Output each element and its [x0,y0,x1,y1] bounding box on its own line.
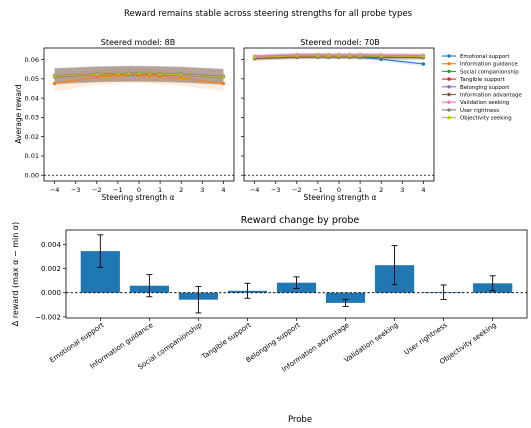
figure-suptitle: Reward remains stable across steering st… [124,9,413,19]
legend-marker-social-companionship [447,69,451,74]
chart3-xtick-label-validation-seeking: Validation seeking [343,321,400,364]
line-chart-8b: −4 −3 −2 −1 0 1 2 3 4 0.00 0.01 0.02 0.03 0.04 0.05 0.0… [14,38,235,202]
chart2-point-emotional-support-8 [421,62,426,66]
line-chart-70b: −4 −3 −2 −1 0 1 2 3 4 Steered model: 70B Steerin… [241,38,435,202]
chart2-xtick-label: 4 [421,186,425,194]
chart1-ytick-label: 0.04 [25,94,39,102]
legend-marker-belonging-support [447,85,451,89]
chart3-xtick-label-user-rightness: User rightness [403,321,449,357]
chart3-ytick-label: 0.002 [41,265,61,273]
chart2-xtick-label: 3 [400,186,404,194]
chart2-point-objectivity-seeking-1 [295,54,299,58]
chart2-xtick-label: −3 [271,186,281,194]
legend-label-social-companionship: Social companionship [460,69,519,75]
chart1-point-information-guidance-0 [52,81,57,86]
chart1-ytick-label: 0.02 [25,133,39,141]
chart3-bars-layer [80,234,513,314]
chart1-ytick-label: 0.05 [25,75,39,83]
legend-marker-information-guidance [447,62,451,66]
legend-label-information-advantage: Information advantage [460,93,522,99]
chart2-axes-layer: −4 −3 −2 −1 0 1 2 3 4 [241,47,435,194]
chart1-point-objectivity-seeking-1 [95,72,99,77]
chart1-xtick-label: 4 [221,186,225,194]
chart1-xtick-label: −4 [50,186,60,194]
legend-label-belonging-support: Belonging support [460,85,509,91]
chart1-xtick-label: 0 [137,186,141,194]
chart3-xlabel: Probe [288,415,312,425]
chart2-point-objectivity-seeking-4 [337,54,341,58]
chart2-point-objectivity-seeking-0 [252,55,257,60]
chart2-xtick-label: −2 [292,186,302,194]
chart1-point-information-guidance-7 [179,76,183,80]
chart2-point-objectivity-seeking-3 [326,54,331,58]
legend-marker-tangible-support [447,77,451,81]
legend-marker-validation-seeking [447,100,451,104]
chart2-xtick-label: −1 [313,186,323,194]
legend-marker-objectivity-seeking [447,115,451,120]
chart1-title: Steered model: 8B [101,38,175,47]
legend-marker-emotional-support [447,54,451,58]
chart2-point-objectivity-seeking-6 [358,54,362,58]
chart2-xtick-label: 0 [337,186,341,194]
legend-label-emotional-support: Emotional support [460,54,510,60]
legend-label-objectivity-seeking: Objectivity seeking [460,116,512,122]
chart1-point-objectivity-seeking-6 [158,72,162,76]
chart3-title: Reward change by probe [241,215,360,226]
chart1-point-objectivity-seeking-3 [126,72,131,76]
chart1-xtick-label: 1 [158,186,162,194]
chart1-xtick-label: 2 [179,186,183,194]
legend-marker-user-rightness [447,108,451,112]
legend-label-information-guidance: Information guidance [460,62,518,68]
chart1-point-objectivity-seeking-5 [147,72,152,76]
chart1-xtick-label: 3 [200,186,204,194]
chart3-frame [65,229,528,319]
chart2-xtick-label: 1 [358,186,362,194]
legend-label-validation-seeking: Validation seeking [460,100,509,106]
legend-label-user-rightness: User rightness [460,108,499,114]
chart1-xlabel: Steering strength α [102,193,175,202]
chart2-xtick-label: −4 [250,186,260,194]
chart1-point-information-guidance-8 [221,81,226,86]
bar-information-advantage [325,292,366,303]
chart1-ytick-label: 0.03 [25,114,39,122]
chart1-xtick-label: −1 [113,186,123,194]
chart2-title: Steered model: 70B [300,38,380,47]
chart1-ylabel: Average reward [14,84,23,143]
chart1-xtick-label: −3 [71,186,81,194]
chart1-ytick-label: 0.06 [25,56,39,64]
chart2-xtick-label: 2 [379,186,383,194]
legend-label-tangible-support: Tangible support [459,77,505,83]
chart2-frame [243,47,435,182]
chart3-ytick-label: 0.004 [41,241,62,249]
chart1-axes-layer: −4 −3 −2 −1 0 1 2 3 4 0.00 0.01 0.02 0.03 0.04 0.05 0.0… [25,47,235,194]
chart2-point-objectivity-seeking-7 [379,54,383,58]
chart2-point-objectivity-seeking-5 [347,54,352,58]
chart1-series-layer [52,65,226,92]
chart3-xtick-label-tangible-support: Tangible support [200,321,253,362]
legend-marker-information-advantage [447,92,451,97]
chart3-ylabel: Δ reward (max α − min α) [11,222,20,326]
chart2-point-objectivity-seeking-2 [316,54,320,58]
chart1-ytick-label: 0.01 [25,152,39,160]
chart1-point-objectivity-seeking-4 [137,72,141,76]
chart1-point-objectivity-seeking-7 [179,73,183,77]
chart1-ytick-label: 0.00 [25,172,39,180]
chart3-ytick-label: 0.000 [41,289,61,297]
chart2-series-layer [252,52,426,67]
chart1-point-objectivity-seeking-0 [52,74,57,78]
chart2-xlabel: Steering strength α [304,193,377,202]
chart3-ytick-label: −0.002 [35,313,61,321]
legend: Emotional support Information guidanceSoc… [442,54,522,122]
chart1-point-objectivity-seeking-8 [221,75,226,79]
chart1-xtick-label: −2 [92,186,102,194]
chart1-point-objectivity-seeking-2 [116,72,120,76]
chart2-point-objectivity-seeking-8 [421,54,426,59]
